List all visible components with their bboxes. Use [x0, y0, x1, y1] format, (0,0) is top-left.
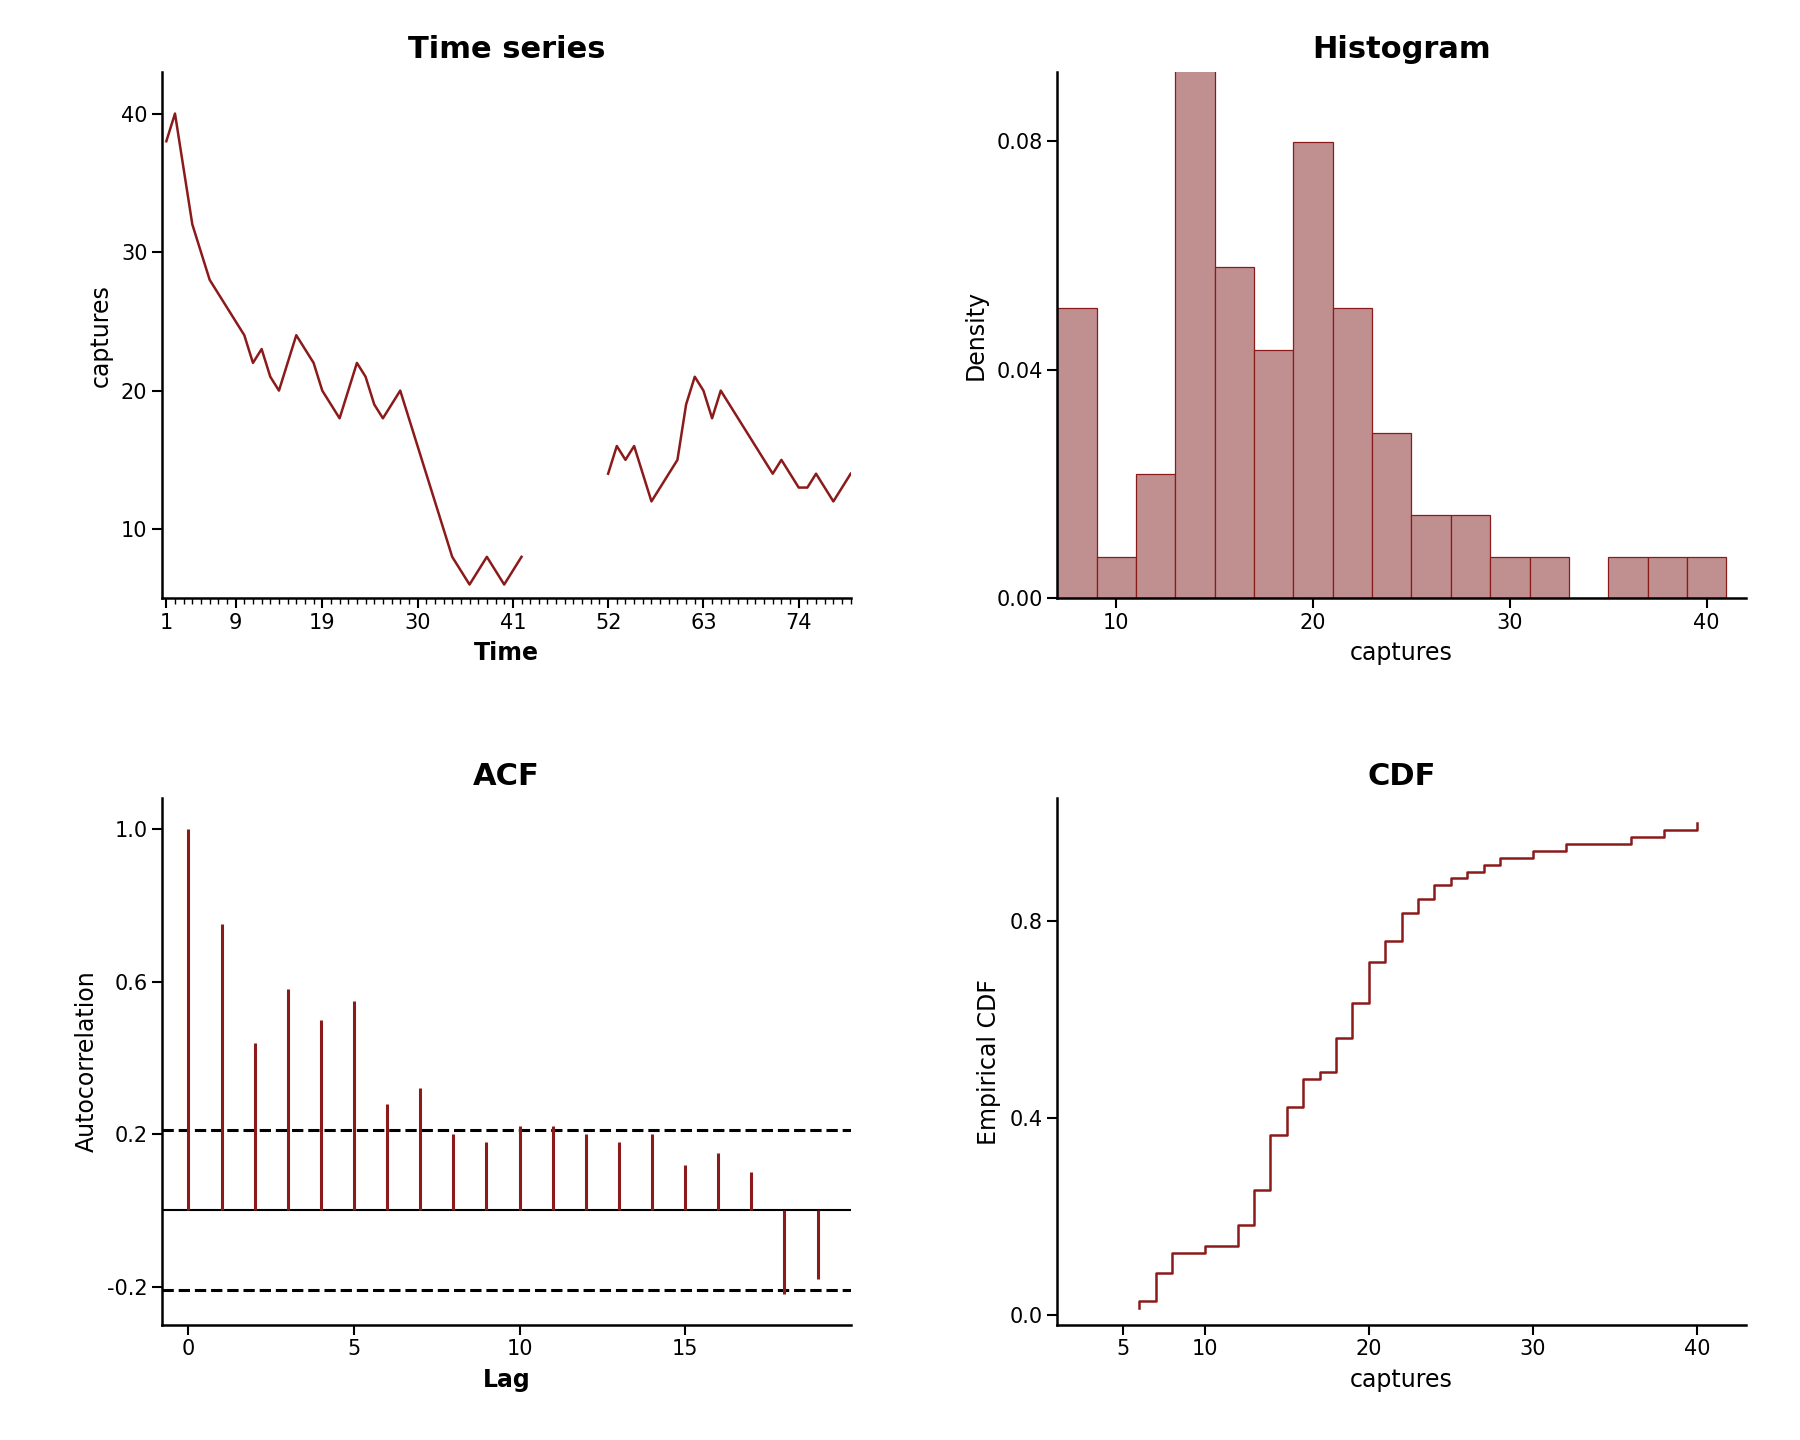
Bar — [1647, 557, 1687, 599]
Bar — [1057, 308, 1096, 599]
Bar — [1255, 350, 1294, 599]
X-axis label: captures: captures — [1350, 1368, 1453, 1391]
Bar — [1687, 557, 1726, 599]
Bar — [1411, 516, 1451, 599]
Bar — [1294, 143, 1332, 599]
Bar — [1490, 557, 1530, 599]
Title: ACF: ACF — [473, 762, 540, 791]
Y-axis label: Autocorrelation: Autocorrelation — [74, 971, 99, 1152]
Title: CDF: CDF — [1368, 762, 1436, 791]
X-axis label: Time: Time — [473, 641, 538, 665]
Bar — [1451, 516, 1490, 599]
Bar — [1136, 474, 1175, 599]
Title: Time series: Time series — [407, 35, 605, 65]
Y-axis label: Density: Density — [965, 289, 988, 380]
Bar — [1175, 59, 1215, 599]
Title: Histogram: Histogram — [1312, 35, 1490, 65]
Y-axis label: Empirical CDF: Empirical CDF — [977, 979, 1001, 1145]
Bar — [1096, 557, 1136, 599]
Bar — [1607, 557, 1647, 599]
Bar — [1332, 308, 1372, 599]
X-axis label: captures: captures — [1350, 641, 1453, 665]
Bar — [1530, 557, 1570, 599]
Bar — [1372, 432, 1411, 599]
Bar — [1215, 266, 1255, 599]
X-axis label: Lag: Lag — [482, 1368, 531, 1391]
Y-axis label: captures: captures — [88, 284, 113, 386]
